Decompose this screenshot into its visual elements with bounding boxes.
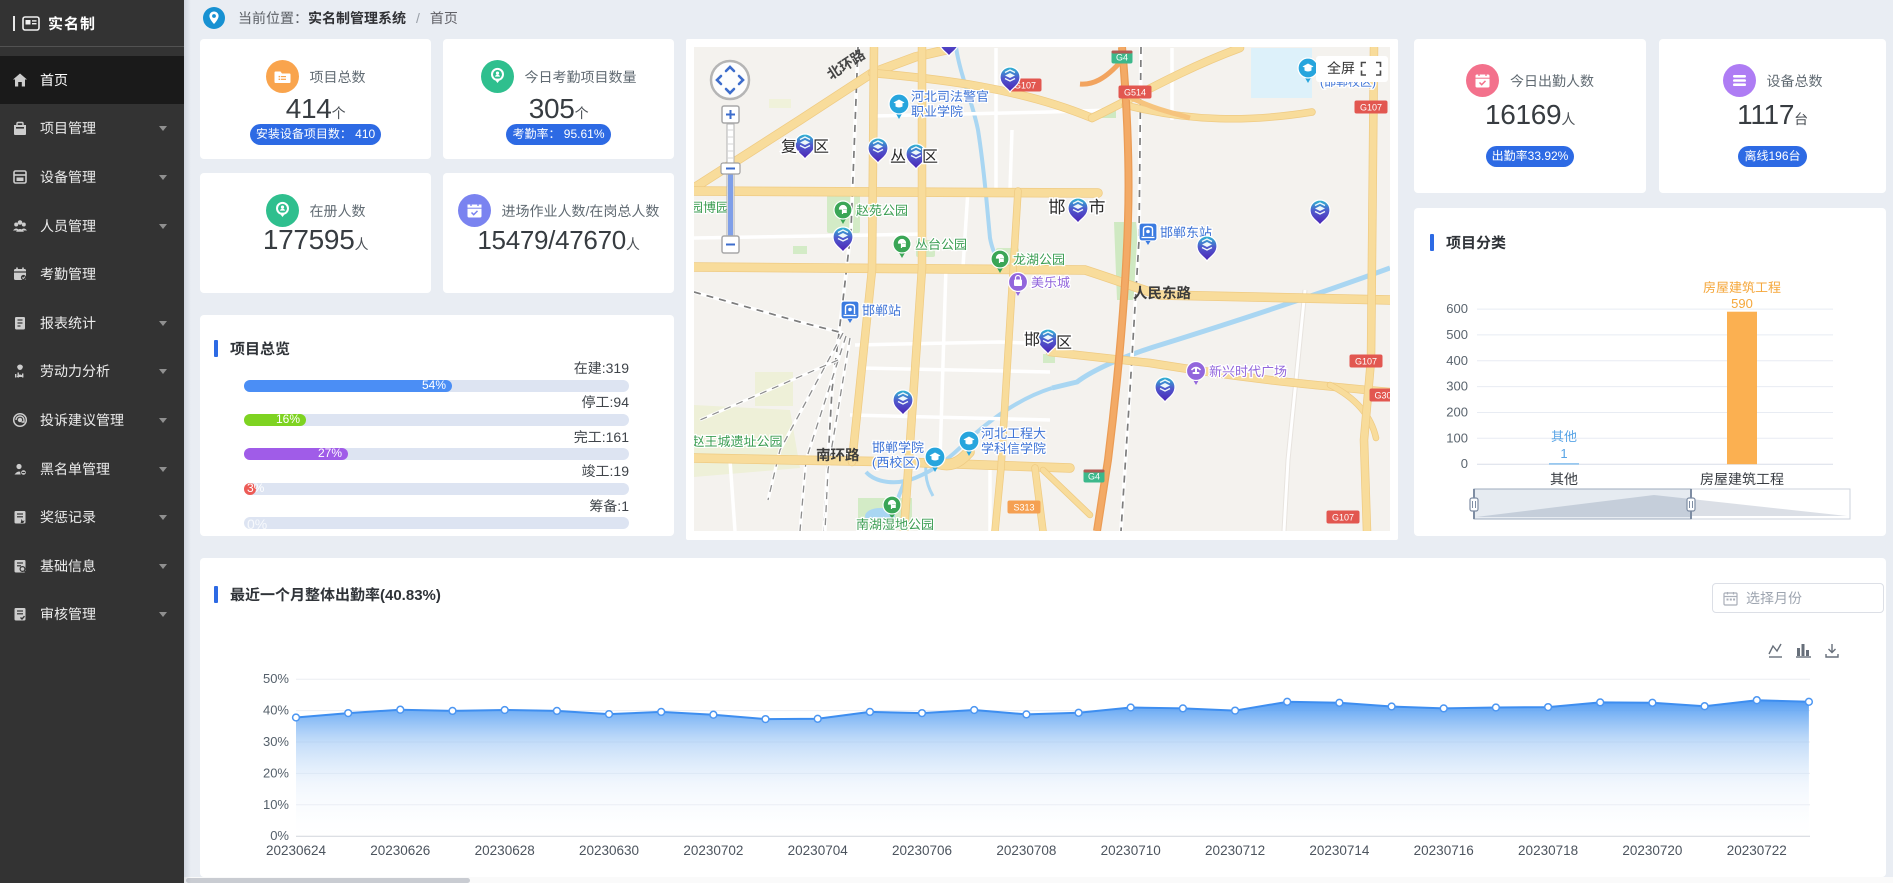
svg-text:龙湖公园: 龙湖公园 [1013, 252, 1065, 267]
svg-text:0%: 0% [270, 828, 289, 843]
svg-text:其他: 其他 [1550, 471, 1578, 487]
svg-text:20230624: 20230624 [266, 843, 327, 858]
svg-text:区: 区 [813, 139, 829, 156]
svg-text:美乐城: 美乐城 [1031, 275, 1070, 290]
svg-text:600: 600 [1446, 301, 1468, 316]
svg-text:邯: 邯 [1049, 198, 1066, 217]
svg-text:20230710: 20230710 [1101, 843, 1161, 858]
svg-text:邯郸站: 邯郸站 [862, 303, 901, 318]
svg-text:南湖湿地公园: 南湖湿地公园 [856, 517, 934, 531]
svg-text:30%: 30% [263, 734, 289, 749]
svg-text:20230708: 20230708 [996, 843, 1056, 858]
svg-text:赵苑公园: 赵苑公园 [856, 203, 908, 218]
svg-text:10%: 10% [263, 797, 289, 812]
svg-text:20%: 20% [263, 765, 289, 780]
svg-text:20230720: 20230720 [1622, 843, 1682, 858]
svg-text:200: 200 [1446, 405, 1468, 420]
svg-text:复: 复 [781, 138, 797, 156]
svg-text:100: 100 [1446, 430, 1468, 445]
svg-text:20230702: 20230702 [683, 843, 743, 858]
svg-text:0: 0 [1461, 456, 1468, 471]
svg-text:20230718: 20230718 [1518, 843, 1578, 858]
svg-text:邯郸东站: 邯郸东站 [1160, 225, 1212, 240]
svg-text:市: 市 [1089, 198, 1106, 217]
svg-text:园博园: 园博园 [694, 200, 729, 215]
svg-text:20230716: 20230716 [1414, 843, 1474, 858]
svg-text:500: 500 [1446, 327, 1468, 342]
svg-text:G107: G107 [1355, 357, 1377, 367]
svg-text:G4: G4 [1088, 472, 1100, 482]
svg-text:G107: G107 [1360, 103, 1382, 113]
svg-text:20230628: 20230628 [475, 843, 535, 858]
svg-text:20230712: 20230712 [1205, 843, 1265, 858]
svg-text:人民东路: 人民东路 [1133, 285, 1191, 302]
svg-text:40%: 40% [263, 703, 289, 718]
svg-text:赵王城遗址公园: 赵王城遗址公园 [694, 434, 783, 449]
svg-text:20230626: 20230626 [370, 843, 430, 858]
svg-text:全屏: 全屏 [1327, 60, 1355, 76]
svg-text:G107: G107 [1014, 81, 1036, 91]
svg-text:400: 400 [1446, 353, 1468, 368]
svg-text:邯郸学院: 邯郸学院 [872, 440, 924, 455]
svg-text:职业学院: 职业学院 [911, 104, 963, 119]
svg-text:20230714: 20230714 [1309, 843, 1370, 858]
svg-text:1: 1 [1560, 446, 1567, 461]
svg-text:20230704: 20230704 [788, 843, 849, 858]
svg-text:G4: G4 [1116, 53, 1128, 63]
svg-text:南环路: 南环路 [816, 447, 860, 464]
svg-text:其他: 其他 [1551, 429, 1577, 444]
svg-text:房屋建筑工程: 房屋建筑工程 [1700, 471, 1784, 487]
svg-text:区: 区 [1056, 335, 1072, 352]
svg-text:河北工程大: 河北工程大 [981, 426, 1046, 441]
svg-text:区: 区 [922, 149, 938, 166]
svg-text:20230706: 20230706 [892, 843, 952, 858]
svg-text:50%: 50% [263, 671, 289, 686]
svg-text:丛: 丛 [890, 148, 906, 166]
svg-text:G107: G107 [1332, 513, 1354, 523]
svg-text:300: 300 [1446, 379, 1468, 394]
svg-text:房屋建筑工程: 房屋建筑工程 [1703, 280, 1781, 295]
svg-text:G30: G30 [1374, 391, 1390, 401]
svg-text:新兴时代广场: 新兴时代广场 [1209, 364, 1287, 379]
svg-text:丛台公园: 丛台公园 [915, 237, 967, 252]
svg-text:G514: G514 [1124, 88, 1146, 98]
svg-text:邯: 邯 [1024, 331, 1040, 349]
svg-text:学科信学院: 学科信学院 [981, 441, 1046, 456]
svg-text:S313: S313 [1013, 503, 1034, 513]
svg-text:(西校区): (西校区) [872, 455, 920, 470]
svg-text:河北司法警官: 河北司法警官 [911, 89, 989, 104]
svg-text:20230630: 20230630 [579, 843, 639, 858]
svg-text:20230722: 20230722 [1727, 843, 1787, 858]
svg-text:590: 590 [1731, 296, 1753, 311]
